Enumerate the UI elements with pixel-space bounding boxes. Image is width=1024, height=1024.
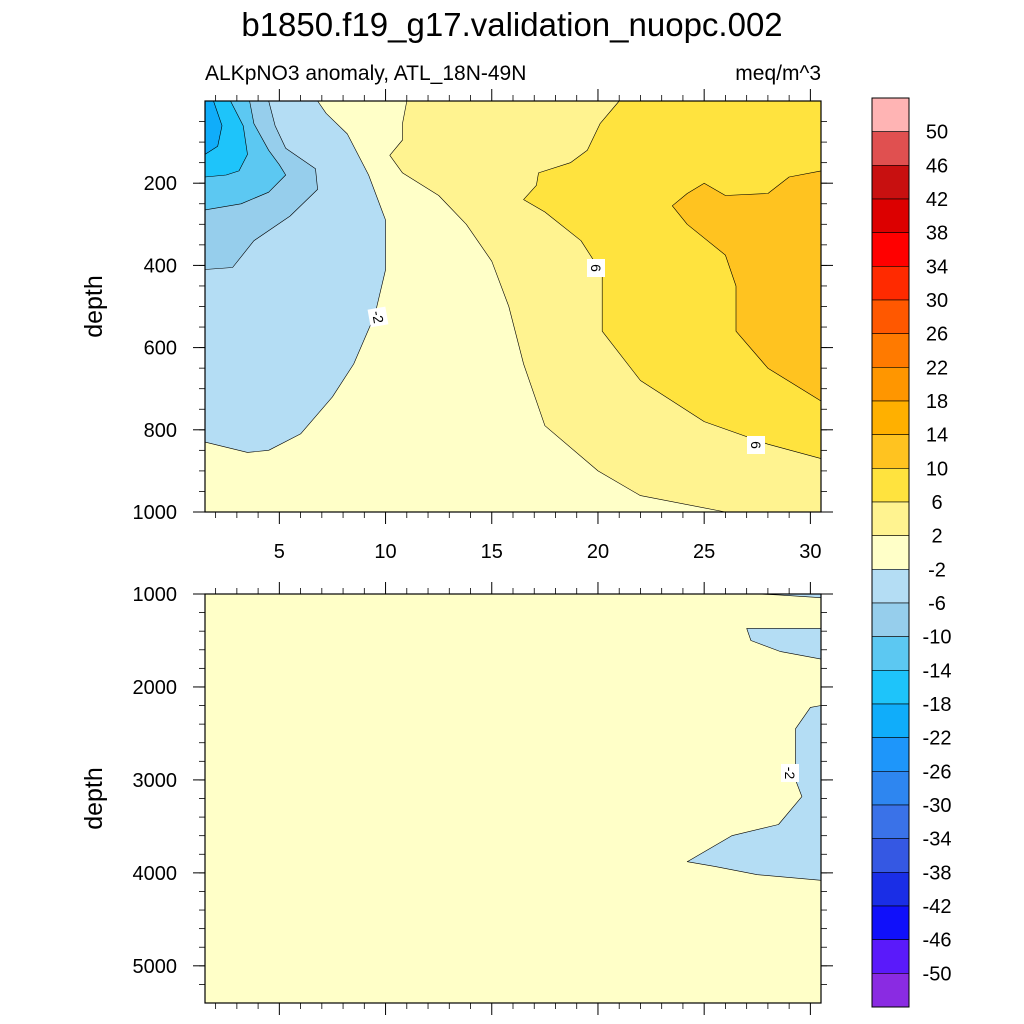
colorbar-swatch (871, 367, 910, 402)
colorbar-label: -2 (928, 559, 946, 581)
top-panel: 5 10 15 20 25 30 200 400 600 800 1000 depth -2 6 6 (80, 89, 833, 563)
colorbar-label: 38 (926, 223, 948, 245)
colorbar-label: -22 (923, 728, 952, 750)
colorbar-label: -14 (923, 660, 952, 682)
contour-label-box (781, 764, 799, 782)
colorbar-label: 10 (926, 458, 948, 480)
contour-fill (746, 628, 822, 660)
colorbar-swatch (871, 468, 910, 503)
colorbar-swatch (871, 232, 910, 267)
colorbar-label: 50 (926, 122, 948, 144)
colorbar-swatch (871, 131, 910, 166)
contour-fill (523, 100, 822, 459)
contour-label: 6 (587, 259, 605, 277)
contour-label-box (367, 306, 389, 328)
y-tick-label: 1000 (133, 584, 178, 606)
contour-label-text: -2 (369, 309, 387, 324)
colorbar-swatch (871, 299, 910, 334)
colorbar-label: 34 (926, 256, 948, 278)
colorbar-swatch (871, 973, 910, 1008)
x-tick-label: 20 (587, 541, 609, 563)
contour-label-text: 6 (748, 441, 764, 449)
contour-label-box (747, 436, 765, 454)
colorbar-swatch (871, 434, 910, 469)
colorbar-swatch (871, 266, 910, 301)
colorbar-label: -46 (923, 930, 952, 952)
x-tick-label: 30 (799, 541, 821, 563)
colorbar-swatch (871, 939, 910, 974)
contour-label-box (587, 259, 605, 277)
x-tick-label: 5 (274, 541, 285, 563)
colorbar-label: 14 (926, 425, 948, 447)
colorbar-swatch (871, 333, 910, 368)
colorbar-swatch (871, 198, 910, 233)
x-tick-label: 25 (693, 541, 715, 563)
colorbar-swatch (871, 400, 910, 435)
colorbar-swatch (871, 569, 910, 604)
contour-label-text: -2 (782, 767, 798, 780)
colorbar-label: -38 (923, 862, 952, 884)
colorbar-swatch (871, 872, 910, 907)
contour-label: -2 (781, 764, 799, 782)
y-tick-label: 4000 (133, 863, 178, 885)
colorbar-label: -34 (923, 829, 952, 851)
colorbar-label: -50 (923, 963, 952, 985)
y-tick-label: 200 (144, 173, 177, 195)
colorbar-label: 26 (926, 324, 948, 346)
colorbar: 50 46 42 38 34 30 26 22 18 14 10 6 2 -2 -6 -10 -14 -18 -22… (871, 97, 952, 1008)
subtitle-variable: ALKpNO3 anomaly, ATL_18N-49N (205, 62, 526, 85)
colorbar-swatch (871, 905, 910, 940)
contour-label: -2 (367, 306, 389, 328)
contour-fill (205, 594, 821, 1003)
colorbar-label: 22 (926, 357, 948, 379)
contour-label-text: 6 (588, 264, 604, 272)
colorbar-swatch (871, 535, 910, 570)
x-tick-label: 10 (374, 541, 396, 563)
colorbar-swatch (871, 501, 910, 536)
y-tick-label: 1000 (133, 502, 178, 524)
colorbar-swatch (871, 771, 910, 806)
colorbar-label: -18 (923, 694, 952, 716)
colorbar-swatch (871, 97, 910, 132)
bottom-panel: 1000 2000 3000 4000 5000 depth -2 (80, 582, 833, 1015)
contour-fill (686, 705, 822, 881)
colorbar-label: 18 (926, 391, 948, 413)
contour-label: 6 (747, 436, 765, 454)
colorbar-swatch (871, 737, 910, 772)
y-tick-label: 3000 (133, 770, 178, 792)
y-tick-label: 600 (144, 338, 177, 360)
colorbar-swatch (871, 670, 910, 705)
contour-fill (671, 170, 822, 402)
colorbar-swatch (871, 602, 910, 637)
colorbar-swatch (871, 703, 910, 738)
colorbar-label: -42 (923, 896, 952, 918)
colorbar-swatch (871, 165, 910, 200)
y-axis-label: depth (80, 275, 108, 338)
colorbar-swatch (871, 636, 910, 671)
colorbar-frame (871, 97, 910, 1008)
colorbar-label: -10 (923, 627, 952, 649)
colorbar-label: 6 (931, 492, 942, 514)
x-tick-label: 15 (481, 541, 503, 563)
y-tick-label: 400 (144, 255, 177, 277)
y-tick-label: 2000 (133, 677, 178, 699)
y-tick-label: 800 (144, 420, 177, 442)
colorbar-label: -30 (923, 795, 952, 817)
y-axis-label: depth (80, 767, 108, 830)
colorbar-swatch (871, 838, 910, 873)
colorbar-label: -26 (923, 761, 952, 783)
subtitle-units: meq/m^3 (735, 62, 821, 85)
colorbar-label: -6 (928, 593, 946, 615)
colorbar-label: 2 (931, 526, 942, 548)
figure-title: b1850.f19_g17.validation_nuopc.002 (241, 6, 782, 43)
colorbar-swatch (871, 804, 910, 839)
colorbar-label: 42 (926, 189, 948, 211)
y-tick-label: 5000 (133, 956, 178, 978)
colorbar-label: 46 (926, 155, 948, 177)
colorbar-label: 30 (926, 290, 948, 312)
